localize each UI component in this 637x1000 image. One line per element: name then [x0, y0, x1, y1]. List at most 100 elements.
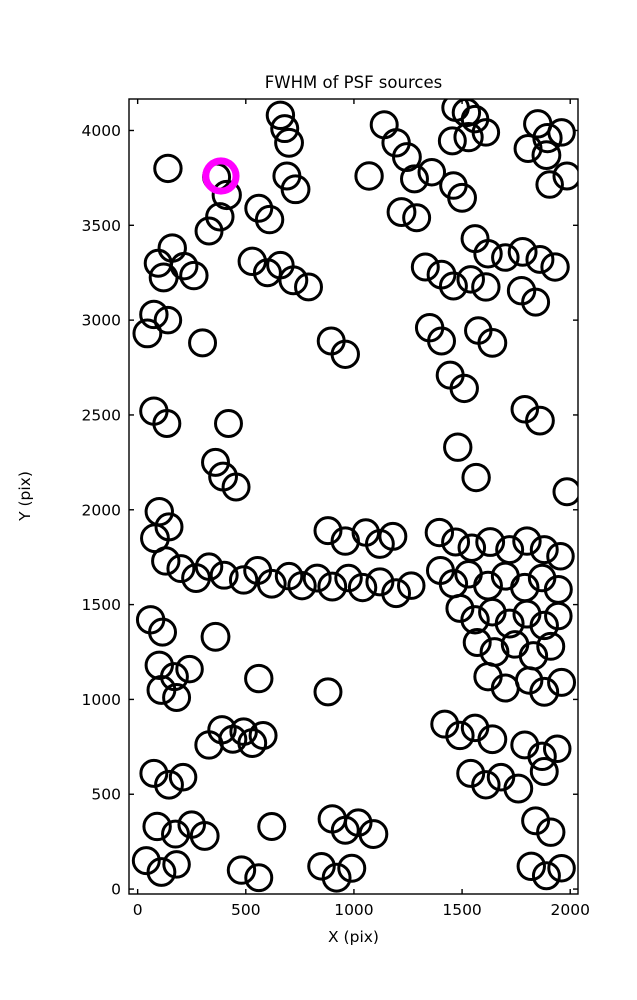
y-tick-labels: 0 500 1000 1500 2000 2500 3000 3500 4000: [82, 122, 121, 899]
psf-source-circle: [513, 134, 543, 163]
psf-source-circle: [162, 850, 191, 879]
psf-source-circle: [200, 621, 231, 652]
psf-source-circle: [512, 526, 542, 556]
psf-source-circle: [132, 318, 163, 349]
psf-source-circle: [453, 121, 484, 153]
psf-source-circle: [265, 100, 296, 130]
psf-source-circle: [536, 631, 566, 661]
psf-source-circle: [525, 405, 555, 436]
psf-source-circle: [248, 720, 278, 750]
psf-source-circle: [491, 243, 520, 272]
psf-source-circle: [529, 535, 559, 565]
psf-source-circle: [531, 140, 562, 171]
psf-source-circle: [330, 339, 360, 369]
psf-source-circle: [525, 244, 555, 274]
y-tick-label: 2000: [82, 501, 121, 519]
psf-source-circle: [161, 819, 190, 849]
highlighted-source[interactable]: [202, 157, 240, 195]
psf-source-circle: [194, 552, 224, 581]
psf-source-circle: [139, 299, 169, 330]
psf-source-circle: [201, 447, 230, 477]
psf-source-circle: [278, 265, 309, 296]
psf-source-circle: [471, 770, 501, 800]
psf-source-circle: [445, 720, 475, 751]
psf-source-circle: [228, 565, 259, 595]
psf-source-circle: [547, 853, 576, 883]
psf-source-circle: [392, 142, 422, 172]
psf-source-circle: [460, 605, 490, 635]
psf-source-circle: [410, 252, 440, 282]
psf-source-circle: [447, 182, 477, 213]
selected-source-circle[interactable]: [202, 157, 240, 195]
y-axis-label: Y (pix): [16, 471, 34, 522]
psf-source-circle: [381, 578, 412, 609]
x-tick-label: 500: [231, 901, 261, 919]
psf-source-circle: [477, 724, 508, 755]
psf-source-circle: [254, 204, 285, 235]
psf-source-circle: [521, 287, 551, 317]
psf-source-circle: [529, 676, 560, 707]
psf-source-circle: [194, 730, 224, 760]
psf-source-circle: [400, 164, 429, 194]
psf-source-circle: [146, 857, 177, 887]
psf-source-circle: [354, 161, 384, 191]
psf-source-circle: [302, 563, 332, 593]
x-tick-label: 1500: [442, 901, 481, 919]
psf-source-circle: [365, 567, 395, 597]
psf-source-circle: [378, 521, 408, 551]
y-tick-label: 3000: [82, 312, 121, 330]
psf-source-circle: [257, 812, 287, 841]
data-points-layer: [131, 99, 578, 893]
psf-source-circle: [546, 541, 575, 571]
psf-source-circle: [194, 216, 224, 246]
psf-source-circle: [337, 853, 367, 883]
psf-source-circle: [456, 265, 485, 294]
psf-source-circle: [430, 709, 460, 739]
psf-source-circle: [211, 179, 242, 211]
x-axis-label: X (pix): [328, 928, 379, 946]
y-tick-label: 0: [111, 881, 121, 899]
psf-source-circle: [529, 757, 559, 786]
psf-source-circle: [507, 236, 538, 267]
psf-source-circle: [462, 628, 492, 658]
psf-source-circle: [494, 608, 525, 639]
y-tick-label: 2500: [82, 406, 121, 424]
x-tick-label: 2000: [550, 901, 589, 919]
psf-source-circle: [146, 675, 177, 705]
psf-source-circle: [396, 571, 426, 600]
psf-source-circle: [471, 118, 501, 147]
psf-source-circle: [131, 846, 161, 876]
psf-source-circle: [175, 654, 204, 684]
psf-source-circle: [529, 610, 559, 641]
psf-source-circle: [294, 272, 323, 302]
psf-source-circle: [244, 863, 274, 893]
psf-source-circle: [424, 517, 455, 548]
psf-source-circle: [443, 432, 473, 462]
x-tick-labels: 0 500 1000 1500 2000: [133, 901, 590, 919]
psf-source-circle: [449, 373, 479, 404]
x-tick-label: 0: [133, 901, 143, 919]
psf-source-circle: [153, 153, 183, 184]
x-tick-label: 1000: [334, 901, 373, 919]
psf-source-circle: [547, 118, 576, 147]
psf-source-circle: [514, 666, 544, 695]
psf-source-circle: [313, 516, 343, 546]
psf-source-circle: [226, 855, 257, 885]
y-tick-label: 500: [91, 786, 121, 804]
psf-source-circle: [516, 851, 546, 881]
psf-source-circle: [142, 811, 172, 842]
psf-source-circle: [344, 808, 373, 837]
psf-source-circle: [544, 601, 573, 631]
psf-source-circle: [438, 271, 468, 301]
psf-source-circle: [179, 260, 209, 291]
psf-source-circle: [221, 472, 251, 502]
psf-source-circle: [386, 197, 417, 227]
psf-source-circle: [510, 395, 540, 424]
psf-source-circle: [244, 193, 274, 223]
y-tick-label: 1500: [82, 596, 121, 614]
psf-source-circle: [209, 560, 239, 590]
psf-source-circle: [475, 527, 506, 557]
psf-source-circle: [503, 773, 534, 804]
